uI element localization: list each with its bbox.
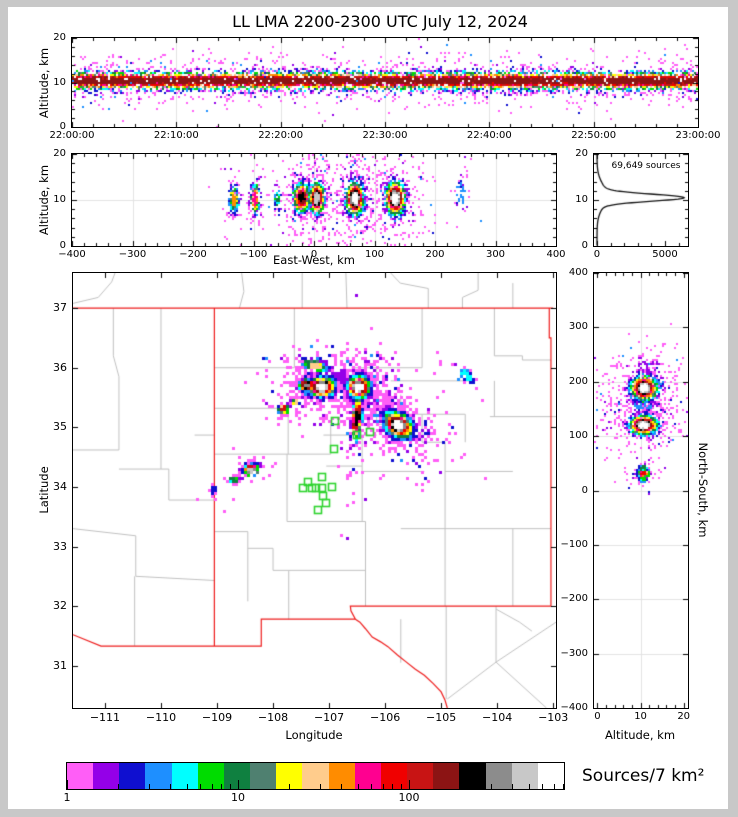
source-count-annotation: 69,649 sources <box>611 161 681 171</box>
colorbar-tick <box>230 784 232 789</box>
colorbar-tick <box>169 784 171 789</box>
colorbar-segment <box>380 763 408 789</box>
colorbar-tick <box>211 784 213 789</box>
colorbar-segment <box>354 763 381 789</box>
colorbar-tick <box>186 784 188 789</box>
time-height-ylabel: Altitude, km <box>37 47 51 119</box>
east-west-height-canvas[interactable] <box>72 154 556 246</box>
colorbar-tick <box>357 784 359 789</box>
map-xlabel: Longitude <box>285 728 343 742</box>
colorbar-tick <box>563 784 565 789</box>
colorbar-label: Sources/7 km² <box>582 766 705 786</box>
map-ylabel: Latitude <box>37 466 51 514</box>
colorbar-segment <box>145 763 172 789</box>
colorbar-tick <box>553 784 555 789</box>
map-canvas[interactable] <box>73 273 556 708</box>
colorbar-tick <box>392 784 394 789</box>
colorbar-segment <box>250 763 277 789</box>
colorbar-segment <box>276 763 303 789</box>
colorbar-segment <box>93 763 120 789</box>
ns-height-ylabel: North-South, km <box>696 442 710 538</box>
panel-north-south-height <box>593 272 689 709</box>
colorbar-tick <box>401 784 403 789</box>
ew-height-xlabel: East-West, km <box>273 253 355 267</box>
colorbar-tick <box>382 784 384 789</box>
colorbar-tick <box>221 784 223 789</box>
colorbar-tick <box>490 784 492 789</box>
colorbar-tick <box>200 784 202 789</box>
colorbar-segment <box>67 763 94 789</box>
colorbar-tick <box>238 780 239 789</box>
colorbar-segment <box>407 763 434 789</box>
colorbar-segment <box>197 763 224 789</box>
colorbar-tick <box>409 780 410 789</box>
ew-height-ylabel: Altitude, km <box>37 164 51 236</box>
time-height-canvas[interactable] <box>72 38 698 127</box>
colorbar-tick <box>460 784 462 789</box>
colorbar-segment <box>302 763 329 789</box>
colorbar-segment <box>459 763 486 789</box>
colorbar-tick <box>67 780 68 789</box>
colorbar-tick <box>289 784 291 789</box>
colorbar-tick <box>528 784 530 789</box>
panel-east-west-height <box>71 153 557 247</box>
colorbar-tick <box>511 784 513 789</box>
colorbar-tick <box>542 784 544 789</box>
colorbar-tick <box>148 784 150 789</box>
colorbar-tick <box>319 784 321 789</box>
colorbar-segment <box>223 763 251 789</box>
plot-title: LL LMA 2200-2300 UTC July 12, 2024 <box>232 12 528 31</box>
colorbar-tick <box>371 784 373 789</box>
altitude-histogram-canvas[interactable] <box>594 154 688 246</box>
colorbar <box>66 762 565 790</box>
colorbar-tick <box>118 784 120 789</box>
panel-time-height <box>71 37 699 128</box>
colorbar-segment <box>171 763 198 789</box>
colorbar-segment <box>485 763 512 789</box>
north-south-height-canvas[interactable] <box>594 273 688 708</box>
colorbar-tick <box>340 784 342 789</box>
ns-height-xlabel: Altitude, km <box>604 728 676 742</box>
colorbar-segment <box>511 763 538 789</box>
colorbar-segment <box>433 763 460 789</box>
colorbar-segment <box>119 763 146 789</box>
panel-map <box>72 272 557 709</box>
panel-altitude-histogram <box>593 153 689 247</box>
